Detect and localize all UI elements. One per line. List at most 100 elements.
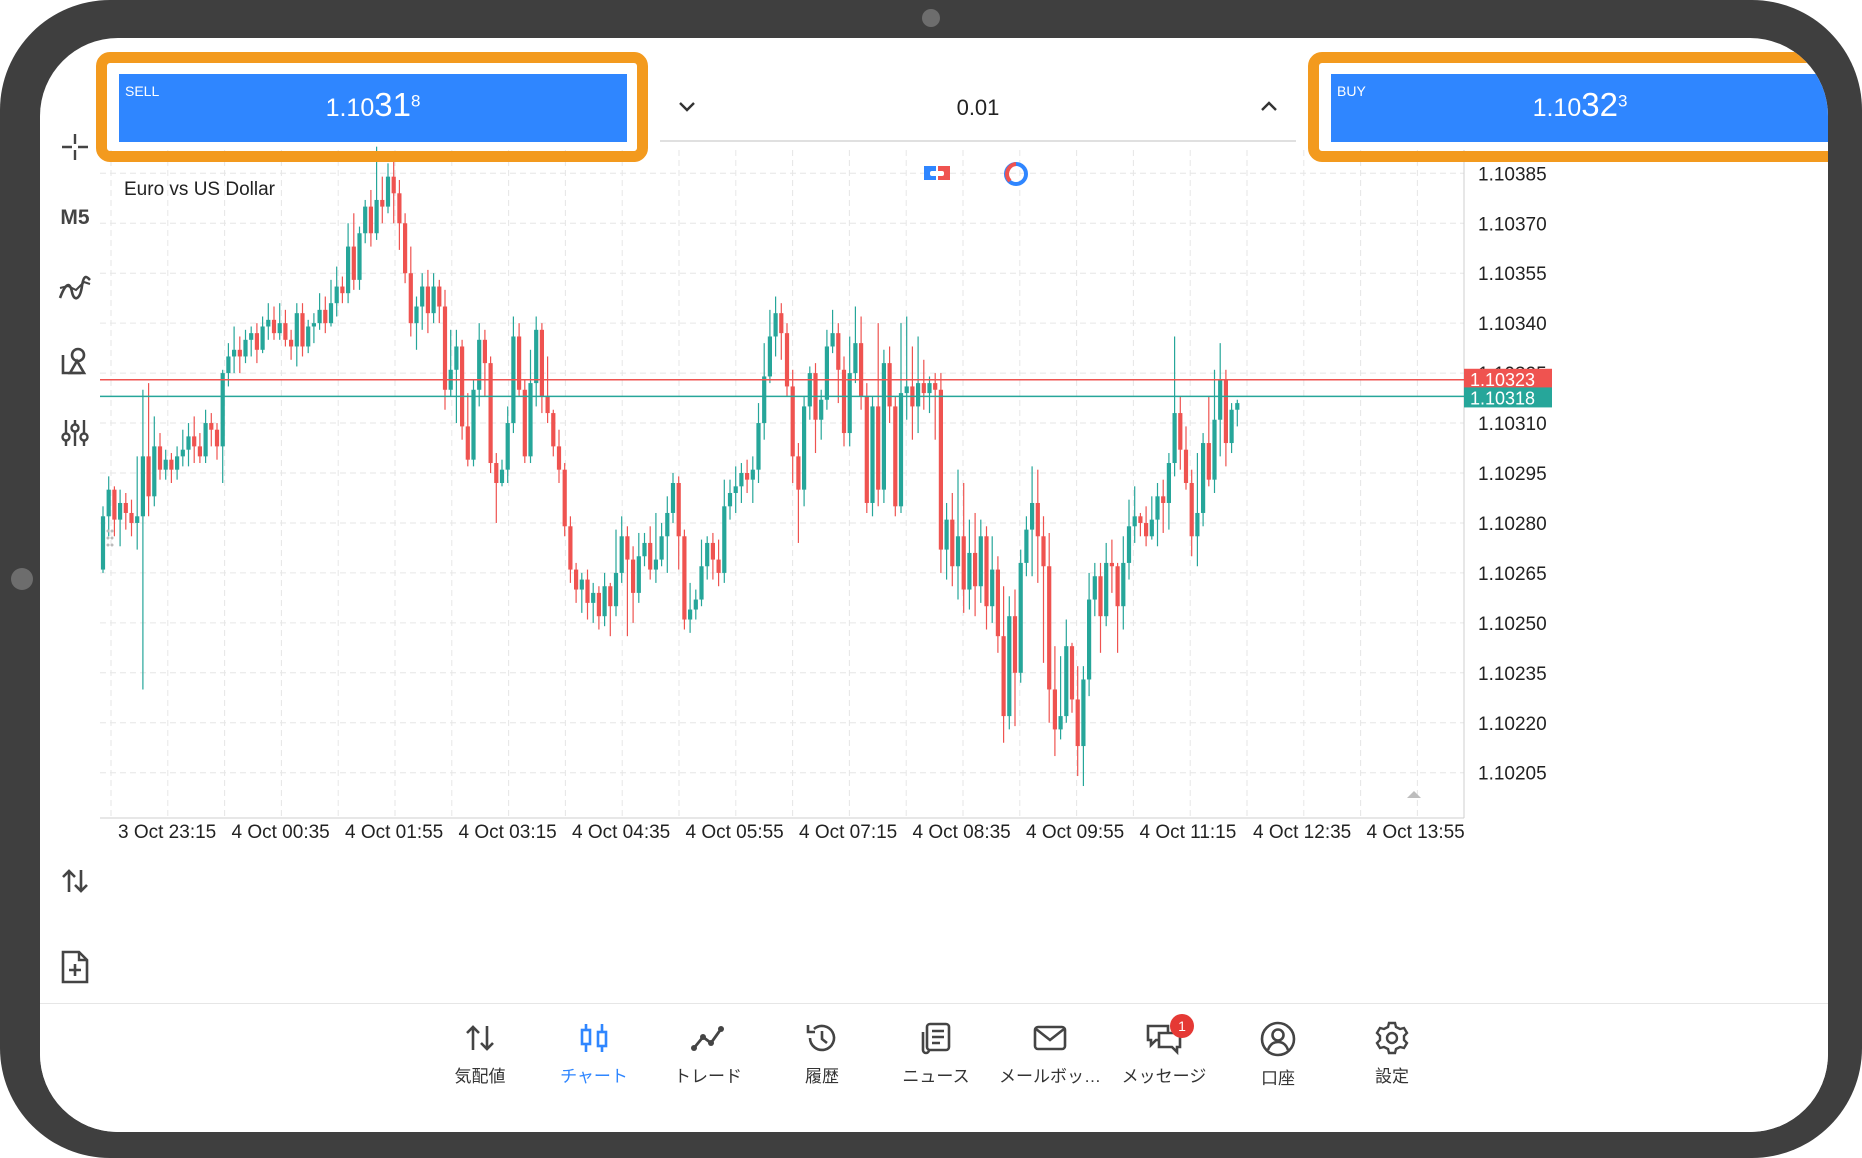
- candle-body: [762, 376, 767, 424]
- x-tick-label: 4 Oct 05:55: [686, 822, 784, 843]
- candle-body: [1178, 413, 1183, 450]
- nav-settings[interactable]: 設定: [1338, 1020, 1446, 1100]
- candle-body: [665, 512, 670, 537]
- candle-body: [249, 333, 254, 340]
- messages-icon: [1146, 1024, 1182, 1056]
- chevron-up-icon[interactable]: [1246, 84, 1292, 130]
- nav-label: ニュース: [902, 1067, 970, 1086]
- new-order-icon[interactable]: [52, 944, 98, 990]
- candle-body: [300, 313, 305, 347]
- candle-body: [442, 306, 448, 390]
- nav-messages[interactable]: 1 メッセージ: [1110, 1014, 1218, 1100]
- candle-body: [904, 386, 909, 394]
- y-tick-label: 1.10340: [1478, 314, 1547, 335]
- unread-badge: 1: [1170, 1014, 1194, 1038]
- candle-body: [340, 286, 345, 294]
- chevron-down-icon[interactable]: [664, 84, 710, 130]
- chart-icon: [580, 1024, 608, 1052]
- auto-scroll-icon: [924, 166, 950, 180]
- indicators-icon[interactable]: [52, 266, 98, 312]
- candle-body: [916, 383, 921, 407]
- candle-body: [380, 199, 385, 207]
- candle-body: [636, 556, 641, 593]
- candle-body: [368, 206, 373, 234]
- candle-body: [1223, 379, 1228, 444]
- candle-body: [266, 319, 271, 327]
- nav-account[interactable]: 口座: [1224, 1020, 1332, 1100]
- candle-body: [152, 446, 157, 497]
- candle-body: [841, 369, 847, 434]
- candle-body: [802, 406, 807, 490]
- candle-body: [385, 176, 391, 207]
- candle-body: [653, 559, 658, 570]
- candle-body: [950, 519, 955, 567]
- candle-body: [659, 536, 664, 560]
- candle-body: [631, 559, 636, 593]
- candle-body: [1098, 576, 1103, 617]
- bid-price-label: 1.10318: [1470, 388, 1535, 408]
- candle-body: [688, 609, 693, 620]
- candle-body: [277, 323, 282, 334]
- bottom-navigation: 気配値 チャート トレード 履歴 ニュース メールボッ…: [40, 1003, 1828, 1132]
- candle-body: [1115, 566, 1120, 607]
- nav-label: 口座: [1261, 1069, 1295, 1088]
- candle-body: [214, 429, 220, 447]
- nav-label: メッセージ: [1121, 1067, 1207, 1086]
- candle-body: [112, 489, 117, 520]
- buy-button[interactable]: BUY 1.10323: [1331, 74, 1828, 142]
- ask-price-tag: [1464, 368, 1552, 389]
- candle-body: [243, 339, 248, 357]
- candle-body: [545, 396, 550, 414]
- candle-body: [460, 346, 465, 427]
- candle-body: [232, 349, 237, 357]
- candle-body: [1012, 616, 1018, 673]
- nav-news[interactable]: ニュース: [882, 1020, 990, 1100]
- objects-icon[interactable]: [52, 338, 98, 384]
- nav-mailbox[interactable]: メールボッ…: [996, 1020, 1104, 1100]
- candle-body: [859, 343, 864, 397]
- candle-body: [579, 579, 584, 590]
- chart-history-icon-arc: [1005, 162, 1017, 183]
- settings-sliders-icon[interactable]: [52, 410, 98, 456]
- nav-trade[interactable]: トレード: [654, 1020, 762, 1100]
- y-tick-label: 1.10250: [1478, 614, 1547, 635]
- candle-body: [522, 389, 527, 457]
- nav-chart[interactable]: チャート: [540, 1020, 648, 1100]
- candle-body: [745, 473, 750, 480]
- candle-body: [705, 542, 710, 567]
- candle-body: [294, 313, 299, 347]
- nav-label: メールボッ…: [999, 1067, 1101, 1086]
- candle-body: [534, 329, 539, 384]
- candle-body: [767, 336, 772, 377]
- candle-body: [551, 413, 556, 447]
- nav-label: 履歴: [805, 1067, 839, 1086]
- x-tick-label: 4 Oct 00:35: [232, 822, 330, 843]
- x-tick-label: 4 Oct 11:15: [1140, 822, 1237, 843]
- candle-body: [984, 536, 989, 607]
- candle-body: [1104, 562, 1109, 617]
- timeframe-button[interactable]: M5: [60, 206, 90, 229]
- nav-quotes[interactable]: 気配値: [426, 1020, 534, 1100]
- buy-label: BUY: [1337, 83, 1366, 99]
- candle-body: [323, 309, 328, 324]
- candle-body: [146, 456, 151, 497]
- candle-body: [881, 363, 886, 490]
- candle-body: [716, 559, 721, 573]
- one-click-trading-icon[interactable]: [52, 858, 98, 904]
- candle-body: [437, 286, 442, 307]
- candle-body: [226, 356, 231, 374]
- candle-body: [733, 486, 738, 493]
- candle-body: [311, 323, 316, 327]
- crosshair-icon[interactable]: [52, 124, 98, 170]
- bid-price-tag: [1464, 387, 1552, 408]
- drag-handle[interactable]: [106, 528, 114, 554]
- nav-history[interactable]: 履歴: [768, 1020, 876, 1100]
- volume-value[interactable]: 0.01: [956, 95, 1000, 120]
- sell-button[interactable]: SELL 1.10318: [119, 74, 627, 142]
- history-icon: [806, 1024, 836, 1052]
- price-chart[interactable]: 1.103851.103701.103551.103401.103251.103…: [40, 38, 1828, 1003]
- candle-body: [870, 406, 875, 503]
- candle-body: [482, 339, 487, 364]
- candle-body: [163, 459, 168, 470]
